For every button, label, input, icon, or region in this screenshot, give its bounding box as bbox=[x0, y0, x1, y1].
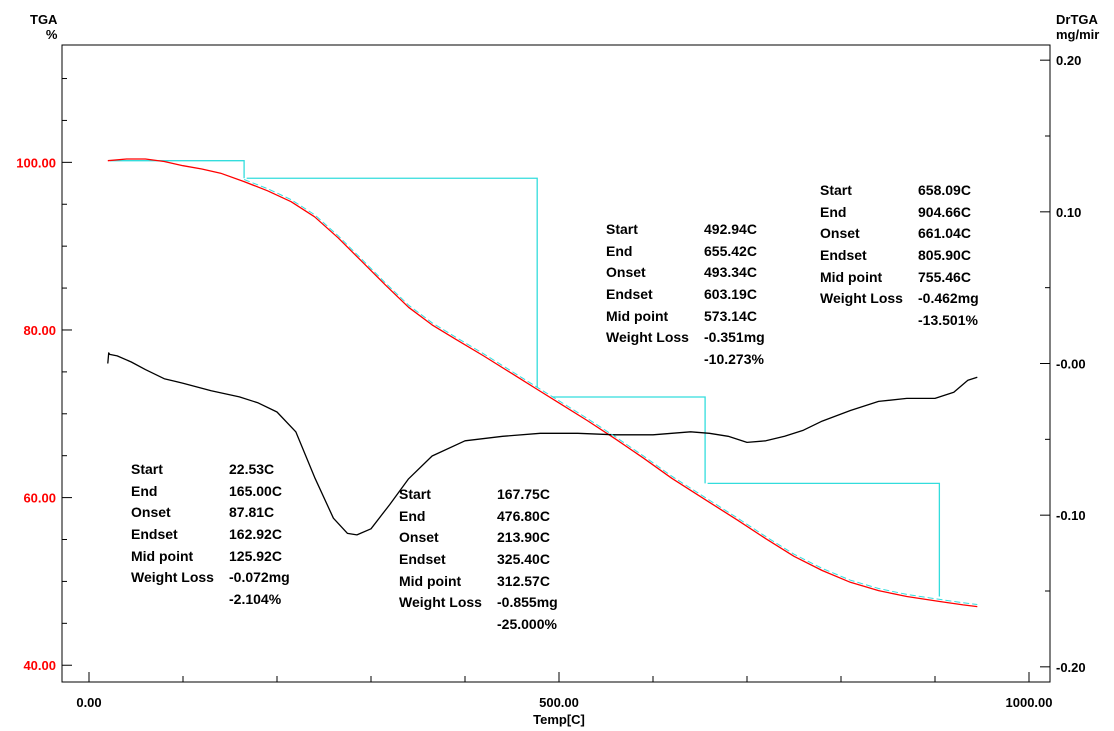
annotation-value: 573.14C bbox=[704, 307, 757, 324]
plot-frame bbox=[61, 44, 1051, 683]
tga-tangent-overlay bbox=[243, 179, 978, 605]
annotation-key: Weight Loss bbox=[131, 569, 214, 586]
annotation-key: Start bbox=[820, 182, 852, 198]
annotation-value: 493.34C bbox=[704, 264, 757, 281]
annotation-percent: -2.104% bbox=[229, 591, 282, 608]
annotation-value: 125.92C bbox=[229, 547, 282, 564]
y-right-tick-label: -0.00 bbox=[1056, 357, 1086, 372]
analysis-step-box-2 bbox=[246, 177, 538, 388]
left-axis-title: TGA % bbox=[30, 12, 57, 42]
axis-ticks: 0.00 500.00 1000.00 100.00 80.00 60.00 40.00 0.… bbox=[16, 53, 1085, 710]
annotation-key: Mid point bbox=[399, 572, 462, 589]
annotation-value: 476.80C bbox=[497, 507, 550, 524]
annotation-value: 167.75C bbox=[497, 486, 550, 502]
annotation-key: Weight Loss bbox=[606, 329, 689, 346]
annotation-key: Mid point bbox=[820, 268, 883, 285]
annotation-value: 603.19C bbox=[704, 286, 757, 303]
drtga-curve bbox=[107, 352, 978, 536]
annotation-key: Start bbox=[606, 221, 638, 237]
annotation-key: End bbox=[399, 507, 426, 524]
annotation-value: 655.42C bbox=[704, 242, 757, 259]
y-left-tick-label: 100.00 bbox=[16, 155, 56, 170]
annotation-value: -0.462mg bbox=[918, 290, 979, 307]
left-axis-unit: % bbox=[45, 27, 58, 42]
annotation-key: End bbox=[820, 203, 847, 220]
right-axis-unit: mg/mir bbox=[1056, 27, 1100, 42]
annotation-value: 755.46C bbox=[918, 268, 971, 285]
annotation-key: Onset bbox=[820, 225, 860, 242]
annotation-key: Weight Loss bbox=[820, 290, 903, 307]
annotation-value: 312.57C bbox=[497, 572, 550, 589]
annotation-percent: -13.501% bbox=[918, 312, 978, 329]
tga-curve bbox=[107, 158, 978, 608]
analysis-step-box-4 bbox=[707, 482, 941, 597]
annotation-value: 658.09C bbox=[918, 182, 971, 198]
annotation-key: Mid point bbox=[131, 547, 194, 564]
y-left-tick-label: 40.00 bbox=[23, 658, 56, 673]
annotation-value: -0.855mg bbox=[497, 594, 558, 611]
annotation-key: Start bbox=[131, 461, 163, 477]
x-axis-label: Temp[C] bbox=[533, 712, 585, 727]
right-axis-title: DrTGA mg/mir bbox=[1056, 12, 1099, 42]
annotation-value: 165.00C bbox=[229, 482, 282, 499]
analysis-step-box-1 bbox=[110, 160, 245, 179]
annotation-value: 325.40C bbox=[497, 551, 550, 568]
y-left-tick-label: 80.00 bbox=[23, 323, 56, 338]
analysis-step-box-3 bbox=[552, 396, 706, 484]
right-axis-name: DrTGA bbox=[1056, 12, 1098, 27]
plot-border bbox=[61, 44, 1051, 683]
annotation-value: 805.90C bbox=[918, 247, 971, 264]
annotation-value: 22.53C bbox=[229, 461, 275, 477]
annotation-key: Onset bbox=[606, 264, 646, 281]
annotation-value: 661.04C bbox=[918, 225, 971, 242]
annotation-value: 492.94C bbox=[704, 221, 757, 237]
annotation-value: 162.92C bbox=[229, 526, 282, 543]
annotation-percent: -25.000% bbox=[497, 616, 557, 633]
left-axis-name: TGA bbox=[30, 12, 58, 27]
annotation-key: Endset bbox=[399, 551, 446, 568]
y-left-tick-label: 60.00 bbox=[23, 491, 56, 506]
annotation-value: 213.90C bbox=[497, 529, 550, 546]
annotation-key: End bbox=[131, 482, 158, 499]
y-right-tick-label: 0.20 bbox=[1056, 53, 1081, 68]
annotation-value: -0.072mg bbox=[229, 569, 290, 586]
annotation-value: 904.66C bbox=[918, 203, 971, 220]
annotation-key: Weight Loss bbox=[399, 594, 482, 611]
annotation-key: Onset bbox=[399, 529, 439, 546]
series-lines bbox=[107, 158, 978, 608]
x-tick-label: 0.00 bbox=[76, 695, 101, 710]
annotation-key: End bbox=[606, 242, 633, 259]
x-tick-label: 500.00 bbox=[539, 695, 579, 710]
x-tick-label: 1000.00 bbox=[1006, 695, 1053, 710]
annotation-key: Endset bbox=[606, 286, 653, 303]
annotation-value: 87.81C bbox=[229, 504, 275, 521]
annotation-key: Onset bbox=[131, 504, 171, 521]
y-right-tick-label: 0.10 bbox=[1056, 205, 1081, 220]
annotation-key: Mid point bbox=[606, 307, 669, 324]
annotation-key: Endset bbox=[820, 247, 867, 264]
annotation-key: Endset bbox=[131, 526, 178, 543]
y-right-tick-label: -0.20 bbox=[1056, 660, 1086, 675]
y-right-tick-label: -0.10 bbox=[1056, 508, 1086, 523]
annotation-percent: -10.273% bbox=[704, 351, 764, 368]
annotation-key: Start bbox=[399, 486, 431, 502]
annotation-value: -0.351mg bbox=[704, 329, 765, 346]
